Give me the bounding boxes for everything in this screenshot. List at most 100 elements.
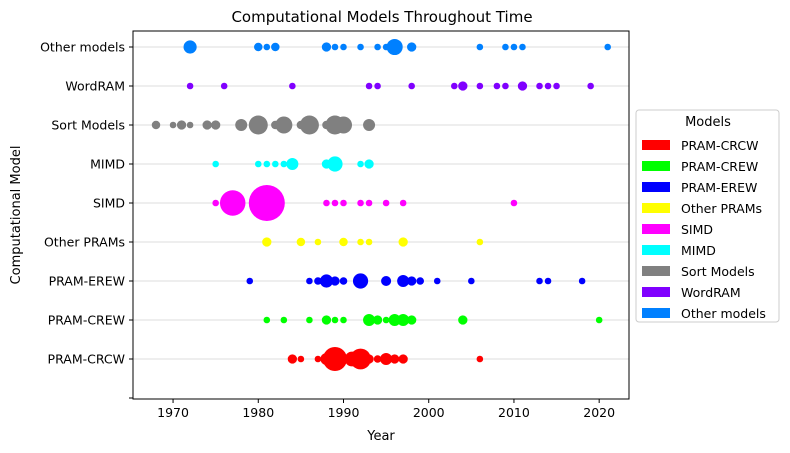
data-point: [380, 352, 393, 366]
data-point: [407, 276, 417, 286]
y-tick-label: Other PRAMs: [44, 235, 125, 250]
y-axis-label: Computational Model: [9, 146, 24, 285]
legend-items: PRAM-CRCW PRAM-CREW PRAM-EREW Other PRAMs SI…: [642, 138, 766, 321]
x-tick-label: 1990: [328, 405, 360, 420]
data-point: [476, 43, 484, 51]
data-point: [314, 277, 322, 285]
data-point: [451, 82, 458, 90]
data-point: [211, 120, 221, 130]
data-point: [331, 316, 339, 324]
x-tick-label: 2010: [498, 405, 530, 420]
data-point: [254, 42, 263, 52]
data-point: [416, 277, 425, 285]
data-point: [219, 190, 246, 216]
data-point: [458, 315, 468, 325]
data-point: [299, 115, 319, 135]
data-point: [365, 82, 373, 90]
data-point: [365, 238, 373, 246]
data-point: [331, 43, 339, 51]
data-point: [476, 82, 484, 90]
data-point: [248, 184, 285, 222]
data-point: [220, 82, 228, 90]
data-point: [544, 277, 552, 285]
series-simd: [212, 184, 518, 222]
y-tick-label: MIMD: [90, 157, 125, 172]
data-point: [212, 199, 219, 207]
y-tick-label: PRAM-EREW: [49, 274, 125, 289]
data-point: [340, 316, 347, 324]
data-point: [407, 42, 417, 52]
data-point: [280, 316, 288, 324]
legend-label: Other models: [681, 306, 766, 321]
data-point: [476, 238, 484, 246]
legend: Models PRAM-CRCW PRAM-CREW PRAM-EREW Other …: [635, 109, 780, 323]
legend-swatch: [642, 161, 670, 171]
data-point: [468, 277, 475, 285]
legend-swatch: [642, 224, 670, 234]
data-point: [364, 354, 374, 364]
x-tick-label: 2020: [583, 405, 615, 420]
data-point: [327, 156, 343, 172]
data-point: [321, 315, 332, 325]
data-point: [578, 277, 586, 285]
data-point: [331, 199, 339, 207]
data-point: [319, 274, 334, 288]
legend-swatch: [642, 245, 670, 255]
data-point: [357, 238, 364, 246]
data-point: [275, 116, 293, 134]
legend-swatch: [642, 287, 670, 297]
legend-label: Other PRAMs: [681, 201, 762, 216]
data-point: [271, 42, 280, 52]
data-point: [397, 274, 410, 288]
data-point: [386, 38, 403, 56]
data-point: [202, 120, 212, 130]
data-point: [382, 199, 390, 207]
legend-swatch: [642, 140, 670, 150]
data-point: [246, 277, 254, 285]
data-point: [476, 355, 484, 363]
data-point: [398, 354, 408, 364]
legend-frame: [635, 109, 780, 323]
series-pram-erew: [246, 273, 586, 289]
y-axis: PRAM-CRCW PRAM-CREW PRAM-EREW Other PRAMs SI…: [40, 40, 133, 399]
data-point: [151, 120, 161, 130]
legend-swatch: [642, 182, 670, 192]
legend-label: PRAM-CRCW: [681, 138, 758, 153]
data-point: [340, 43, 347, 51]
data-point: [314, 238, 322, 246]
data-point: [335, 116, 353, 134]
data-point: [381, 275, 392, 287]
series-wordram: [186, 81, 594, 91]
legend-label: SIMD: [681, 222, 713, 237]
x-tick-label: 1980: [242, 405, 274, 420]
data-point: [458, 81, 468, 91]
data-point: [519, 43, 526, 51]
data-point: [374, 43, 381, 51]
data-point: [502, 43, 509, 51]
y-tick-label: Sort Models: [51, 118, 125, 133]
series-other-models: [183, 38, 611, 56]
data-point: [176, 120, 187, 130]
data-point: [321, 42, 332, 52]
data-point: [254, 160, 262, 168]
y-tick-label: WordRAM: [65, 79, 125, 94]
data-point: [374, 82, 381, 90]
data-point: [373, 355, 382, 363]
y-tick-label: PRAM-CREW: [48, 313, 125, 328]
data-point: [363, 313, 376, 327]
legend-swatch: [642, 308, 670, 318]
data-point: [408, 82, 415, 90]
data-point: [263, 43, 271, 51]
data-point: [364, 159, 374, 169]
data-point: [314, 355, 322, 363]
data-point: [372, 315, 383, 325]
data-point: [286, 157, 299, 171]
data-point: [493, 82, 501, 90]
data-point: [289, 82, 296, 90]
data-point: [433, 277, 441, 285]
y-tick-label: SIMD: [93, 196, 125, 211]
data-point: [350, 348, 371, 370]
data-point: [357, 43, 364, 51]
data-point: [536, 82, 543, 90]
data-point: [352, 273, 369, 289]
